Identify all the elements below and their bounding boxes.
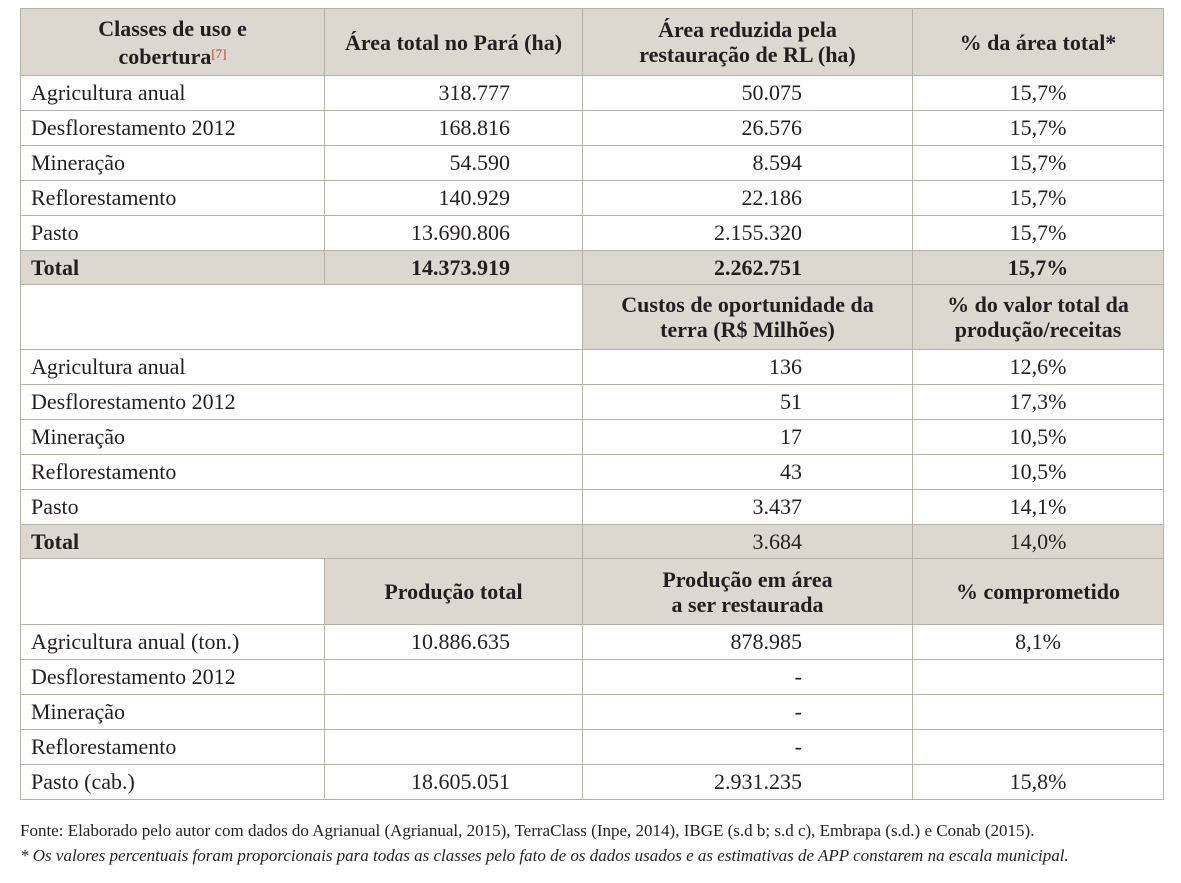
row-label: Reflorestamento (20, 454, 583, 490)
production-cell (324, 694, 583, 730)
header-pct-total-area: % da área total* (912, 8, 1164, 76)
blank-header-cell (20, 284, 583, 350)
land-use-table: Classes de uso e cobertura[7] Área total… (20, 8, 1164, 800)
row-label: Mineração (20, 694, 325, 730)
total-area-cell: 54.590 (324, 145, 583, 181)
table-row: Agricultura anual 318.777 50.075 15,7% (20, 75, 1164, 111)
row-label: Desflorestamento 2012 (20, 384, 583, 420)
row-label: Pasto (20, 215, 325, 251)
table-row: Mineração - (20, 694, 1164, 730)
table-row: Pasto 3.437 14,1% (20, 489, 1164, 525)
header-total-production: Produção total (324, 558, 583, 625)
total-area-cell: 140.929 (324, 180, 583, 216)
cost-sum: 3.684 (582, 524, 913, 559)
header-reduced-area: Área reduzida pela restauração de RL (ha… (582, 8, 913, 76)
cost-cell: 136 (582, 349, 913, 385)
pct-cell: 14,1% (912, 489, 1164, 525)
pct-total: 15,7% (912, 250, 1164, 285)
pct-cell: 8,1% (912, 624, 1164, 660)
pct-cell (912, 694, 1164, 730)
pct-cell: 10,5% (912, 419, 1164, 455)
cost-cell: 17 (582, 419, 913, 455)
cost-cell: 3.437 (582, 489, 913, 525)
reduced-area-cell: 26.576 (582, 110, 913, 146)
row-label: Agricultura anual (20, 349, 583, 385)
reduced-area-cell: 8.594 (582, 145, 913, 181)
pct-cell: 10,5% (912, 454, 1164, 490)
production-cell (324, 659, 583, 695)
source-note: Fonte: Elaborado pelo autor com dados do… (20, 821, 1035, 840)
table-notes: Fonte: Elaborado pelo autor com dados do… (20, 818, 1170, 868)
blank-header-cell (20, 558, 325, 625)
restored-cell: 2.931.235 (582, 764, 913, 800)
row-label: Desflorestamento 2012 (20, 110, 325, 146)
section1-header-row: Classes de uso e cobertura[7] Área total… (20, 8, 1164, 76)
production-cell: 10.886.635 (324, 624, 583, 660)
table-row: Desflorestamento 2012 51 17,3% (20, 384, 1164, 420)
footnote-ref-link[interactable]: [7] (211, 45, 227, 61)
table-row: Reflorestamento 140.929 22.186 15,7% (20, 180, 1164, 216)
cost-cell: 43 (582, 454, 913, 490)
table-row: Pasto 13.690.806 2.155.320 15,7% (20, 215, 1164, 251)
row-label: Reflorestamento (20, 729, 325, 765)
table-row: Reflorestamento - (20, 729, 1164, 765)
production-cell: 18.605.051 (324, 764, 583, 800)
table-row: Pasto (cab.) 18.605.051 2.931.235 15,8% (20, 764, 1164, 800)
total-area-cell: 318.777 (324, 75, 583, 111)
restored-cell: 878.985 (582, 624, 913, 660)
pct-cell (912, 659, 1164, 695)
pct-cell: 15,7% (912, 215, 1164, 251)
section1-total-row: Total 14.373.919 2.262.751 15,7% (20, 250, 1164, 285)
pct-total: 14,0% (912, 524, 1164, 559)
pct-cell: 15,7% (912, 75, 1164, 111)
pct-cell: 17,3% (912, 384, 1164, 420)
restored-cell: - (582, 729, 913, 765)
header-total-area: Área total no Pará (ha) (324, 8, 583, 76)
header-opportunity-cost: Custos de oportunidade da terra (R$ Milh… (582, 284, 913, 350)
pct-cell (912, 729, 1164, 765)
total-label: Total (20, 524, 583, 559)
reduced-area-cell: 50.075 (582, 75, 913, 111)
row-label: Pasto (20, 489, 583, 525)
pct-cell: 15,7% (912, 110, 1164, 146)
row-label: Desflorestamento 2012 (20, 659, 325, 695)
table-row: Desflorestamento 2012 168.816 26.576 15,… (20, 110, 1164, 146)
section2-header-row: Custos de oportunidade da terra (R$ Milh… (20, 284, 1164, 350)
header-pct-production-value: % do valor total da produção/receitas (912, 284, 1164, 350)
reduced-area-cell: 22.186 (582, 180, 913, 216)
restored-cell: - (582, 694, 913, 730)
total-area-sum: 14.373.919 (324, 250, 583, 285)
header-restored-production: Produção em área a ser restaurada (582, 558, 913, 625)
table-row: Mineração 17 10,5% (20, 419, 1164, 455)
row-label: Mineração (20, 419, 583, 455)
total-label: Total (20, 250, 325, 285)
table-row: Agricultura anual 136 12,6% (20, 349, 1164, 385)
row-label: Reflorestamento (20, 180, 325, 216)
table-row: Agricultura anual (ton.) 10.886.635 878.… (20, 624, 1164, 660)
total-area-cell: 168.816 (324, 110, 583, 146)
reduced-area-cell: 2.155.320 (582, 215, 913, 251)
pct-cell: 12,6% (912, 349, 1164, 385)
cost-cell: 51 (582, 384, 913, 420)
row-label: Pasto (cab.) (20, 764, 325, 800)
row-label: Agricultura anual (ton.) (20, 624, 325, 660)
restored-cell: - (582, 659, 913, 695)
reduced-area-sum: 2.262.751 (582, 250, 913, 285)
pct-cell: 15,7% (912, 145, 1164, 181)
production-cell (324, 729, 583, 765)
section3-header-row: Produção total Produção em área a ser re… (20, 558, 1164, 625)
total-area-cell: 13.690.806 (324, 215, 583, 251)
row-label: Agricultura anual (20, 75, 325, 111)
pct-cell: 15,8% (912, 764, 1164, 800)
table-row: Mineração 54.590 8.594 15,7% (20, 145, 1164, 181)
row-label: Mineração (20, 145, 325, 181)
header-pct-committed: % comprometido (912, 558, 1164, 625)
asterisk-footnote: * Os valores percentuais foram proporcio… (20, 846, 1069, 865)
table-row: Desflorestamento 2012 - (20, 659, 1164, 695)
table-row: Reflorestamento 43 10,5% (20, 454, 1164, 490)
header-land-use-class: Classes de uso e cobertura[7] (20, 8, 325, 76)
pct-cell: 15,7% (912, 180, 1164, 216)
section2-total-row: Total 3.684 14,0% (20, 524, 1164, 559)
